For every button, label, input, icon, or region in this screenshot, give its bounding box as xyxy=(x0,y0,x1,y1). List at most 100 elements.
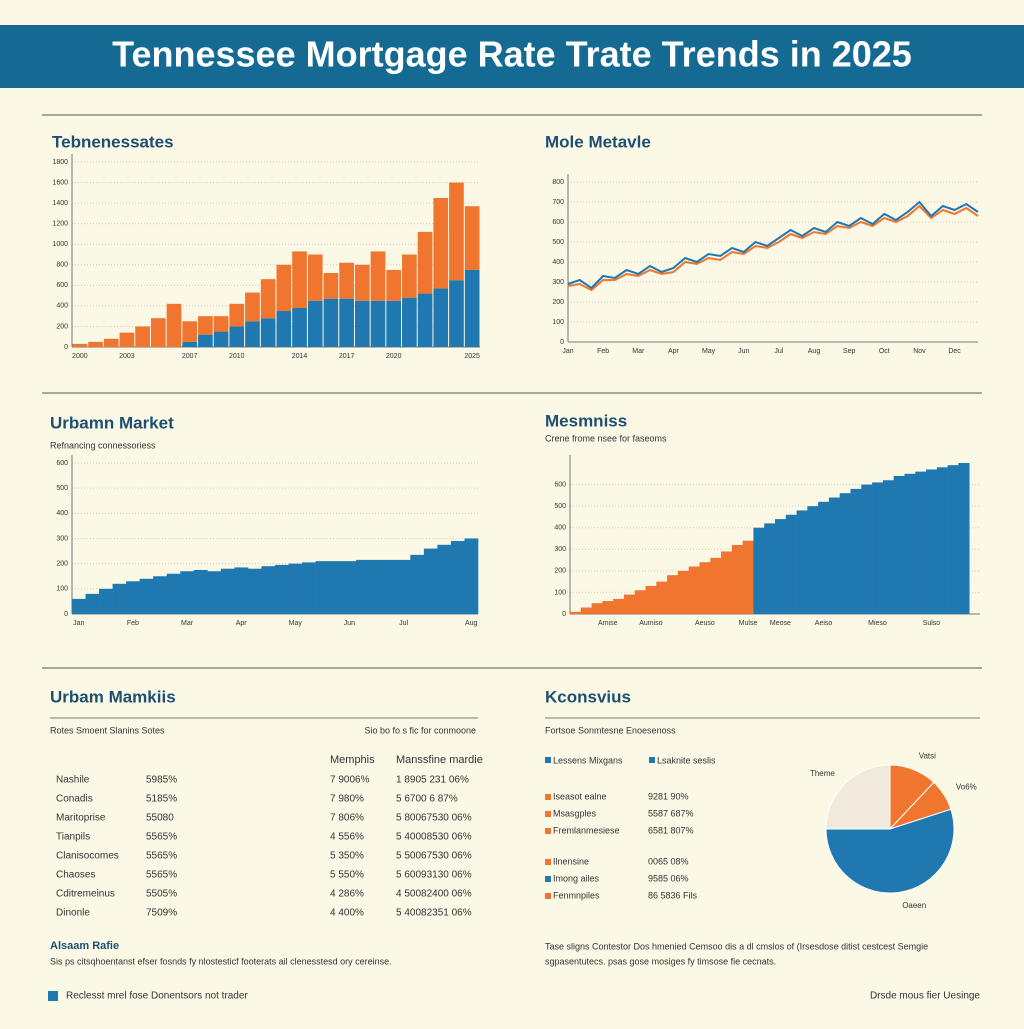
bar xyxy=(72,598,86,614)
x-tick-label: Feb xyxy=(127,620,139,627)
bar xyxy=(329,561,343,614)
y-tick-label: 200 xyxy=(56,561,68,568)
table-cell: 7 806% xyxy=(330,813,364,824)
y-tick-label: 400 xyxy=(56,303,68,310)
table-cell: 4 50082400 06% xyxy=(396,889,472,900)
bar-segment xyxy=(150,318,166,347)
bar-segment xyxy=(433,197,449,289)
page-title: Tennessee Mortgage Rate Trate Trends in … xyxy=(112,34,912,75)
bar xyxy=(850,488,862,614)
table-header: Manssfine mardie xyxy=(396,754,483,766)
bar xyxy=(753,527,765,614)
bar-segment xyxy=(417,293,433,347)
y-tick-label: 500 xyxy=(56,485,68,492)
y-tick-label: 1000 xyxy=(52,241,68,248)
bar-segment xyxy=(354,300,370,347)
table-cell: 5565% xyxy=(146,870,177,881)
bar xyxy=(126,581,140,614)
x-tick-label: Mieso xyxy=(868,620,887,627)
bar xyxy=(139,578,154,614)
x-tick-label: Jul xyxy=(399,620,408,627)
y-tick-label: 0 xyxy=(64,344,68,351)
y-tick-label: 1200 xyxy=(52,221,68,228)
table-cell: 5 550% xyxy=(330,870,364,881)
bar xyxy=(356,559,371,614)
line xyxy=(567,204,979,292)
x-tick-label: Apr xyxy=(236,620,248,627)
bar-segment xyxy=(307,300,323,347)
bar-segment xyxy=(213,316,229,332)
x-tick-label: Jun xyxy=(738,348,749,355)
x-tick-label: 2000 xyxy=(72,353,88,360)
x-tick-label: Aeiso xyxy=(815,620,833,627)
x-tick-label: 2020 xyxy=(386,353,402,360)
chart-subtitle: Refnancing connessoriess xyxy=(50,440,156,450)
table-cell: 5 60093130 06% xyxy=(396,870,472,881)
y-tick-label: 0 xyxy=(560,339,564,346)
bar-segment xyxy=(464,206,480,270)
table-cell: 5 80067530 06% xyxy=(396,813,472,824)
bar xyxy=(423,548,438,614)
y-tick-label: 600 xyxy=(56,282,68,289)
bar xyxy=(667,575,679,614)
row-swatch xyxy=(545,794,551,800)
bar xyxy=(688,566,700,614)
pie-label: Vo6% xyxy=(956,782,977,791)
chart-title: Urbamn Market xyxy=(50,413,174,432)
bar-segment xyxy=(72,343,88,347)
bar xyxy=(645,585,657,614)
bar-segment xyxy=(198,316,213,335)
bar-segment xyxy=(198,334,213,347)
legend-label: Lsaknite seslis xyxy=(657,755,716,765)
bar xyxy=(623,594,636,614)
bar xyxy=(656,581,668,614)
table-cell: Cditremeinus xyxy=(56,889,115,900)
y-tick-label: 0 xyxy=(64,611,68,618)
x-tick-label: Jul xyxy=(774,348,783,355)
table-cell: Maritoprise xyxy=(56,813,106,824)
note-text: sgpasentutecs. psas gose mosiges fy tims… xyxy=(545,956,776,966)
bar-segment xyxy=(307,254,323,301)
table-cell: Nashile xyxy=(56,775,90,786)
y-tick-label: 600 xyxy=(554,481,566,488)
y-tick-label: 400 xyxy=(554,525,566,532)
bar xyxy=(410,554,425,614)
bar-segment xyxy=(182,321,198,342)
bar xyxy=(839,493,851,614)
table-cell: 5505% xyxy=(146,889,177,900)
table-cell: 5 40008530 06% xyxy=(396,832,472,843)
list-caption: Fortsoe Sonmtesne Enoesenoss xyxy=(545,725,676,735)
y-tick-label: 300 xyxy=(552,279,564,286)
row-label: Fenmnpiles xyxy=(553,890,600,900)
note-title: Alsaam Rafie xyxy=(50,940,119,952)
bar-segment xyxy=(103,338,119,347)
note-text: Sis ps citsqhoentanst efser fosnds fy nl… xyxy=(50,956,392,966)
x-tick-label: May xyxy=(289,620,303,627)
bar-segment xyxy=(402,297,417,347)
bar-segment xyxy=(339,298,354,347)
row-label: Msasgples xyxy=(553,808,597,818)
row-label: Iseasot ealne xyxy=(553,791,607,801)
bar xyxy=(180,571,195,614)
y-tick-label: 200 xyxy=(552,299,564,306)
bar xyxy=(721,551,733,614)
bar xyxy=(677,570,689,614)
bar xyxy=(602,601,614,614)
table-cell: 5 50067530 06% xyxy=(396,851,472,862)
row-value: 9281 90% xyxy=(648,791,689,801)
table-cell: Clanisocomes xyxy=(56,851,119,862)
bar xyxy=(315,561,330,614)
footer-text: Reclesst mrel fose Donentsors not trader xyxy=(66,991,248,1002)
bar xyxy=(383,559,398,614)
bar-segment xyxy=(213,331,229,347)
bar-segment xyxy=(417,231,433,294)
table-cell: 5565% xyxy=(146,832,177,843)
table-cell: Chaoses xyxy=(56,870,95,881)
bar-segment xyxy=(245,321,260,347)
pie-label: Vatsi xyxy=(919,752,936,761)
table-cell: Tianpils xyxy=(56,832,90,843)
row-label: Imong ailes xyxy=(553,873,600,883)
bar xyxy=(796,510,808,614)
pie-slice xyxy=(825,808,955,894)
x-tick-label: Mar xyxy=(181,620,194,627)
